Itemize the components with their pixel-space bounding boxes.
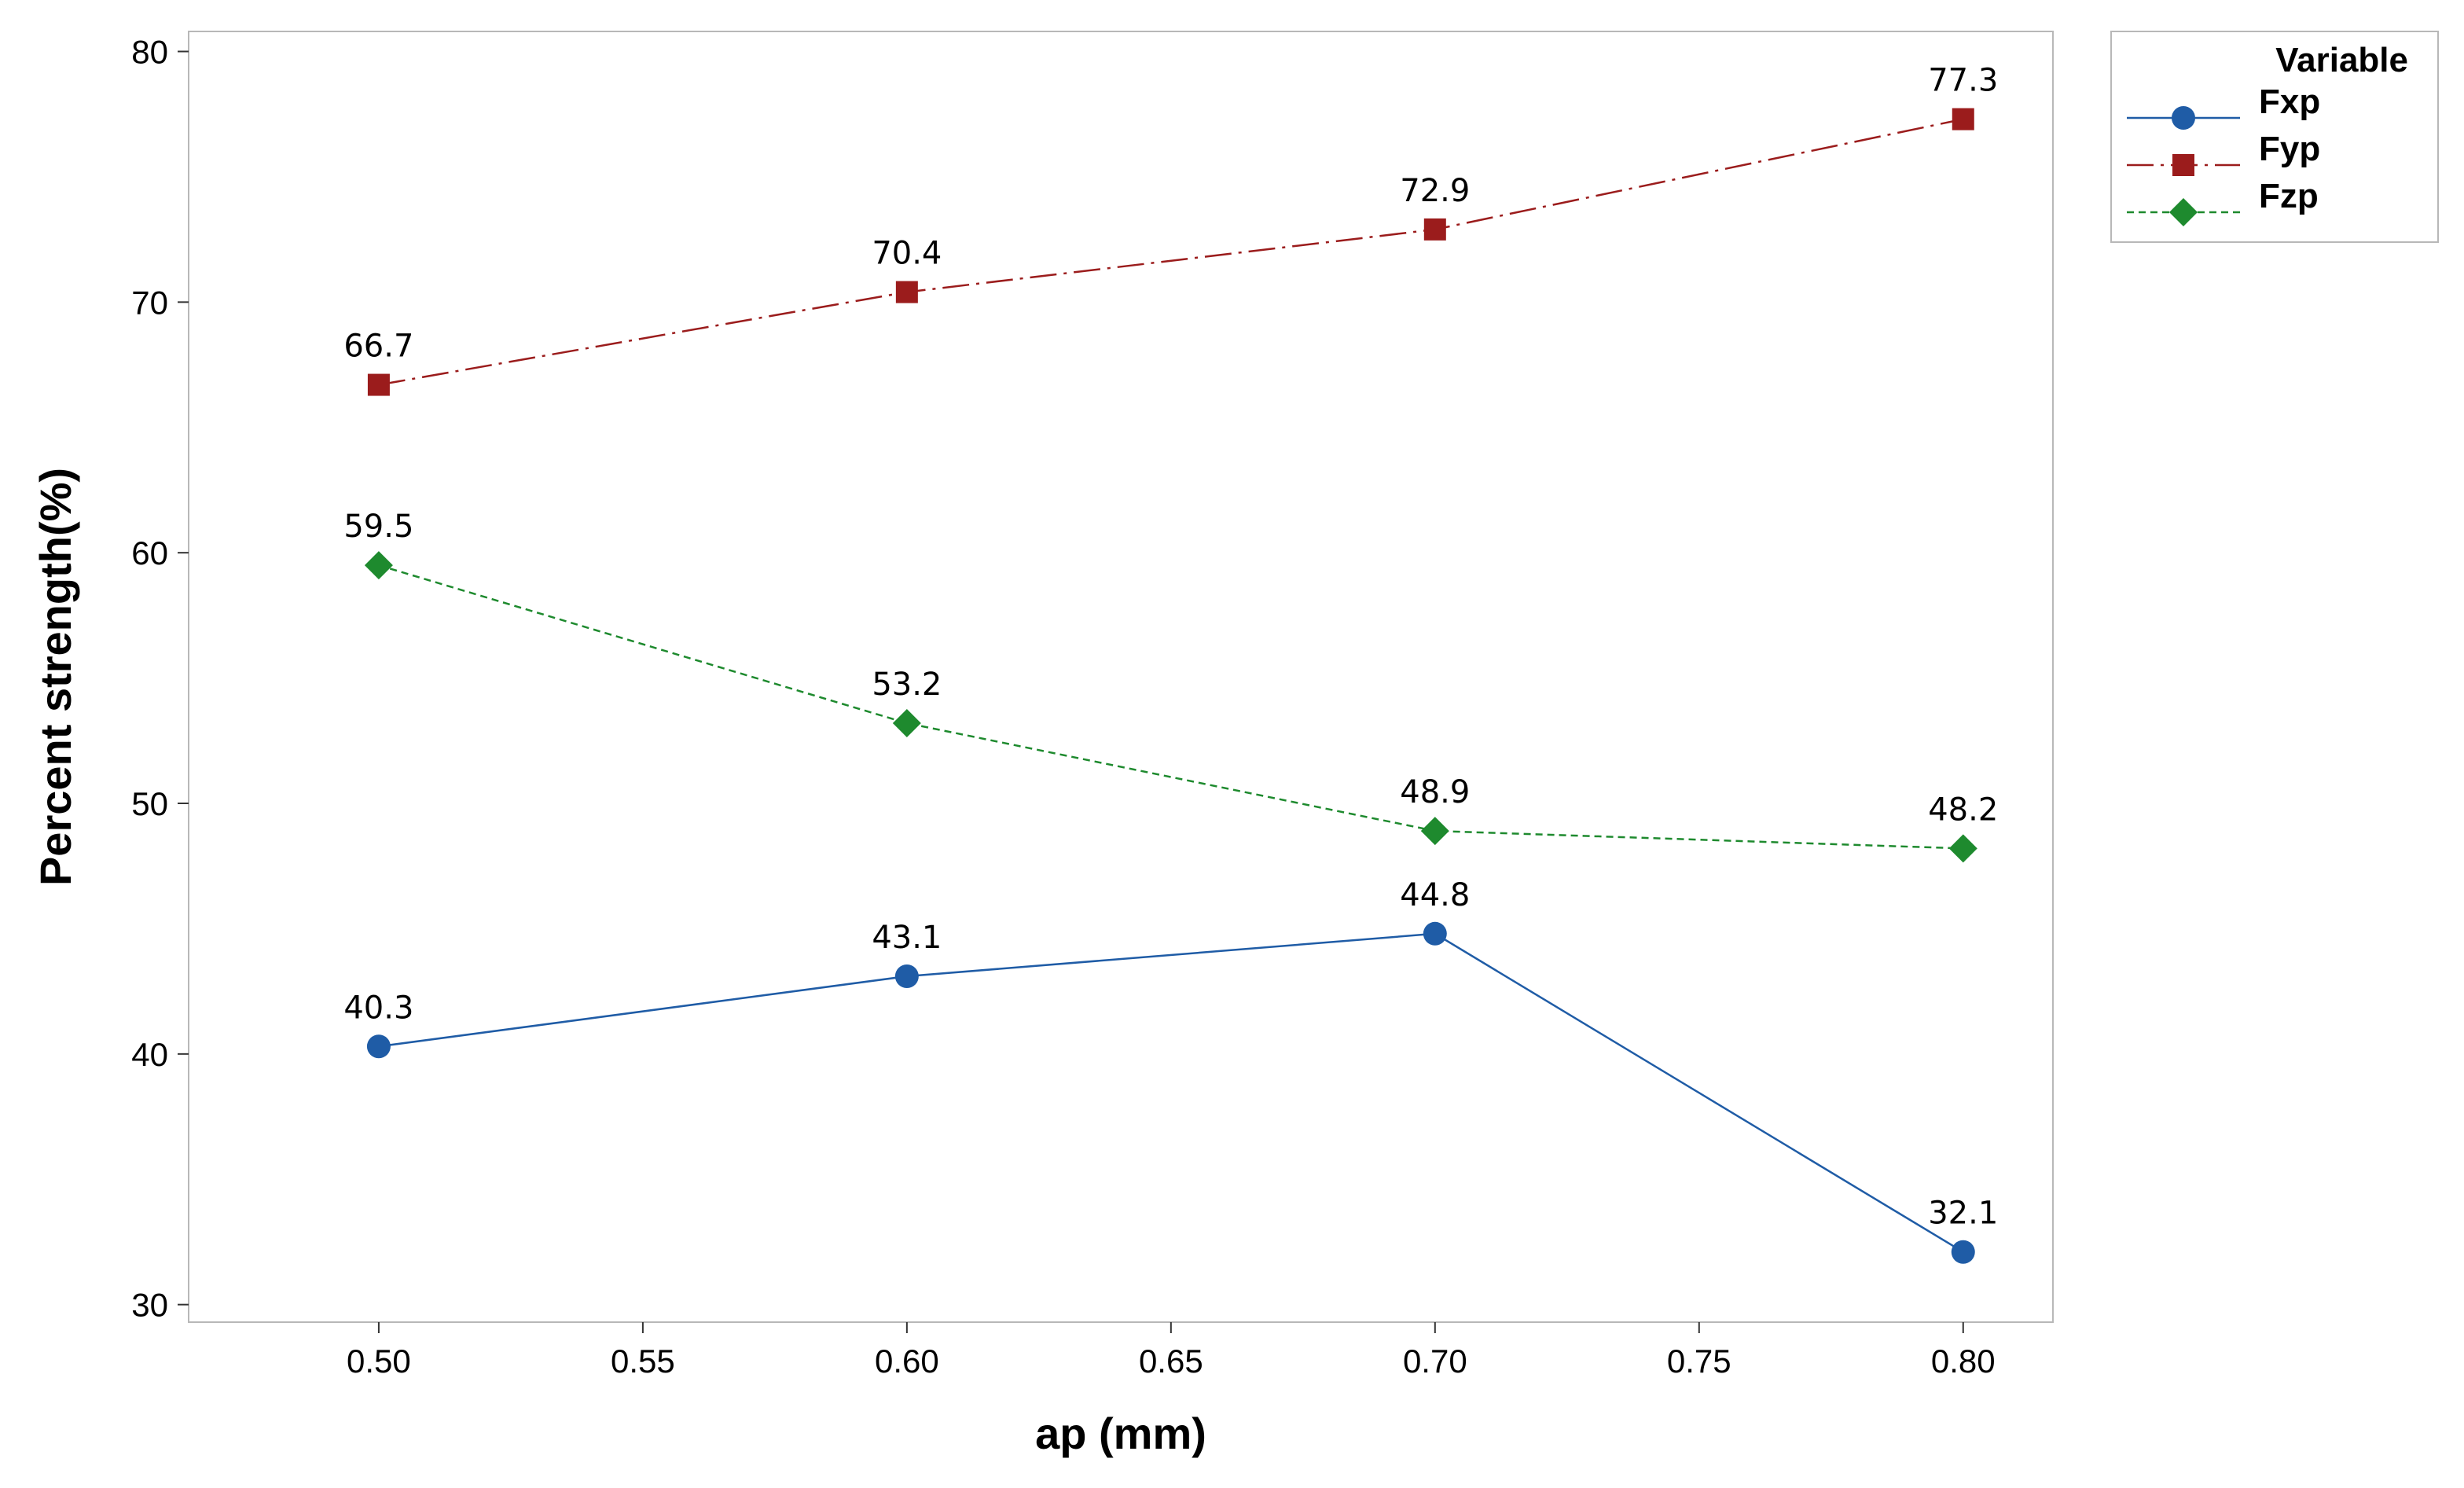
y-tick-label: 40 <box>131 1036 168 1073</box>
data-point-fyp <box>1423 218 1446 241</box>
legend-items: Fxp Fyp Fzp <box>2127 83 2320 226</box>
y-axis: 30 40 50 60 70 80 <box>131 34 189 1324</box>
data-label-fzp: 53.2 <box>872 667 942 703</box>
data-point-fzp <box>364 551 393 580</box>
data-label-fzp: 48.2 <box>1928 792 1998 828</box>
x-axis: 0.50 0.55 0.60 0.65 0.70 0.75 0.80 <box>347 1322 1996 1380</box>
data-point-fyp <box>367 373 390 396</box>
data-point-fzp <box>1948 834 1977 863</box>
data-point-fyp <box>1952 108 1974 130</box>
data-point-fxp <box>1423 921 1447 946</box>
data-point-fzp <box>892 708 921 737</box>
series-line-fyp <box>378 118 1964 386</box>
data-point-fxp <box>1951 1240 1975 1264</box>
data-labels: 40.3 43.1 44.8 32.1 66.7 70.4 72.9 77.3 59.5 53.2… <box>343 63 1998 1232</box>
data-label-fzp: 48.9 <box>1400 774 1470 810</box>
legend-label-fyp: Fyp <box>2259 130 2320 168</box>
legend: Variable Fxp Fyp Fzp <box>2110 31 2439 243</box>
y-axis-title: Percent strength(%) <box>31 468 80 886</box>
legend-marker-fzp <box>2169 198 2198 226</box>
series-markers <box>364 108 1977 1264</box>
y-tick-label: 30 <box>131 1287 168 1324</box>
x-tick-label: 0.70 <box>1403 1343 1467 1380</box>
legend-label-fzp: Fzp <box>2259 177 2319 215</box>
legend-marker-fyp <box>2172 154 2194 176</box>
x-tick-label: 0.60 <box>875 1343 939 1380</box>
x-tick-label: 0.80 <box>1931 1343 1996 1380</box>
data-label-fyp: 70.4 <box>872 236 942 272</box>
legend-frame <box>2110 31 2439 243</box>
y-tick-label: 60 <box>131 535 168 571</box>
series-line-fzp <box>378 564 1963 850</box>
legend-title: Variable <box>2275 41 2408 79</box>
data-point-fxp <box>894 964 919 989</box>
legend-marker-fxp <box>2172 106 2195 130</box>
data-label-fyp: 66.7 <box>343 329 413 365</box>
data-label-fyp: 77.3 <box>1928 63 1998 99</box>
data-label-fxp: 43.1 <box>872 920 942 956</box>
data-label-fxp: 32.1 <box>1928 1196 1998 1232</box>
plot-area-frame <box>188 31 2054 1323</box>
data-label-fxp: 44.8 <box>1400 877 1470 913</box>
y-tick-label: 50 <box>131 785 168 822</box>
data-point-fxp <box>366 1034 391 1059</box>
data-label-fxp: 40.3 <box>343 990 413 1026</box>
x-tick-label: 0.55 <box>611 1343 675 1380</box>
data-point-fzp <box>1420 817 1449 846</box>
x-tick-label: 0.65 <box>1139 1343 1203 1380</box>
x-tick-label: 0.75 <box>1667 1343 1731 1380</box>
y-tick-label: 70 <box>131 284 168 321</box>
series-line-fxp <box>378 932 1964 1253</box>
x-axis-title: ap (mm) <box>1035 1409 1206 1458</box>
legend-label-fxp: Fxp <box>2259 83 2320 121</box>
data-point-fyp <box>895 281 918 303</box>
x-tick-label: 0.50 <box>347 1343 411 1380</box>
series-lines <box>378 118 1964 1253</box>
data-label-fyp: 72.9 <box>1400 173 1470 209</box>
y-tick-label: 80 <box>131 34 168 71</box>
data-label-fzp: 59.5 <box>343 509 413 545</box>
